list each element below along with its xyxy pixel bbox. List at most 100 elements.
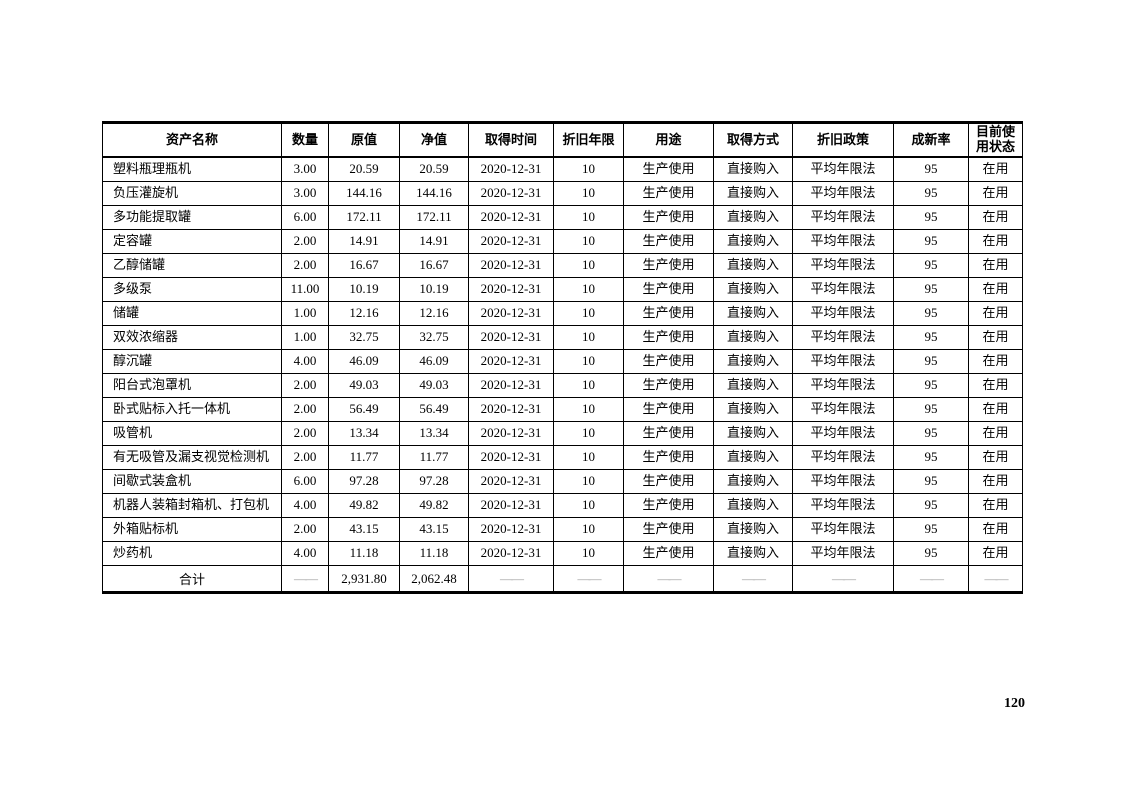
asset-name-cell: 有无吸管及漏支视觉检测机 xyxy=(102,445,282,470)
original-value-cell: 172.11 xyxy=(328,205,400,230)
quantity-cell: 4.00 xyxy=(281,541,329,566)
net-value-cell: 49.82 xyxy=(399,493,469,518)
column-header: 净值 xyxy=(399,122,469,158)
usage-cell: 生产使用 xyxy=(623,229,714,254)
newness-rate-cell: 95 xyxy=(893,421,969,446)
usage-cell: 生产使用 xyxy=(623,301,714,326)
table-row: 卧式贴标入托一体机 2.00 56.49 56.49 2020-12-31 10… xyxy=(102,397,1023,422)
depreciation-policy-cell: 平均年限法 xyxy=(792,493,894,518)
asset-name-cell: 吸管机 xyxy=(102,421,282,446)
depreciation-life-cell: 10 xyxy=(553,156,624,182)
asset-name-cell: 储罐 xyxy=(102,301,282,326)
quantity-cell: 4.00 xyxy=(281,493,329,518)
depreciation-policy-cell: 平均年限法 xyxy=(792,301,894,326)
column-header: 成新率 xyxy=(893,122,969,158)
table-row: 储罐 1.00 12.16 12.16 2020-12-31 10 生产使用 直… xyxy=(102,301,1023,326)
newness-rate-cell: 95 xyxy=(893,349,969,374)
newness-rate-cell: 95 xyxy=(893,156,969,182)
depreciation-life-cell: 10 xyxy=(553,517,624,542)
depreciation-policy-cell: 平均年限法 xyxy=(792,253,894,278)
net-value-cell: 16.67 xyxy=(399,253,469,278)
current-status-cell: 在用 xyxy=(968,181,1023,206)
current-status-cell: 在用 xyxy=(968,325,1023,350)
usage-cell: 生产使用 xyxy=(623,397,714,422)
original-value-cell: 144.16 xyxy=(328,181,400,206)
current-status-cell: 在用 xyxy=(968,156,1023,182)
depreciation-life-cell: 10 xyxy=(553,445,624,470)
acquisition-date-cell: 2020-12-31 xyxy=(468,493,554,518)
acquisition-date-cell: 2020-12-31 xyxy=(468,253,554,278)
depreciation-life-cell: 10 xyxy=(553,301,624,326)
quantity-cell: 2.00 xyxy=(281,445,329,470)
table-row: 乙醇储罐 2.00 16.67 16.67 2020-12-31 10 生产使用… xyxy=(102,253,1023,278)
asset-name-cell: 外箱贴标机 xyxy=(102,517,282,542)
table-row: 阳台式泡罩机 2.00 49.03 49.03 2020-12-31 10 生产… xyxy=(102,373,1023,398)
original-value-cell: 13.34 xyxy=(328,421,400,446)
depreciation-policy-cell: 平均年限法 xyxy=(792,517,894,542)
table-row: 双效浓缩器 1.00 32.75 32.75 2020-12-31 10 生产使… xyxy=(102,325,1023,350)
quantity-cell: 3.00 xyxy=(281,181,329,206)
depreciation-life-cell: 10 xyxy=(553,493,624,518)
depreciation-life-cell: 10 xyxy=(553,253,624,278)
usage-cell: 生产使用 xyxy=(623,469,714,494)
original-value-cell: 14.91 xyxy=(328,229,400,254)
net-value-cell: 49.03 xyxy=(399,373,469,398)
depreciation-policy-cell: 平均年限法 xyxy=(792,205,894,230)
acquisition-date-cell: 2020-12-31 xyxy=(468,541,554,566)
original-value-cell: 49.82 xyxy=(328,493,400,518)
asset-name-cell: 卧式贴标入托一体机 xyxy=(102,397,282,422)
original-value-cell: 32.75 xyxy=(328,325,400,350)
acquisition-method-cell: 直接购入 xyxy=(713,373,793,398)
usage-cell: 生产使用 xyxy=(623,445,714,470)
acquisition-date-cell: 2020-12-31 xyxy=(468,397,554,422)
usage-cell: 生产使用 xyxy=(623,421,714,446)
depreciation-policy-cell: 平均年限法 xyxy=(792,181,894,206)
current-status-cell: 在用 xyxy=(968,469,1023,494)
acquisition-date-cell: 2020-12-31 xyxy=(468,277,554,302)
quantity-cell: 3.00 xyxy=(281,156,329,182)
acquisition-date-cell: 2020-12-31 xyxy=(468,229,554,254)
total-life-cell: —— xyxy=(553,565,624,593)
asset-name-cell: 机器人装箱封箱机、打包机 xyxy=(102,493,282,518)
depreciation-life-cell: 10 xyxy=(553,397,624,422)
current-status-cell: 在用 xyxy=(968,493,1023,518)
asset-name-cell: 间歇式装盒机 xyxy=(102,469,282,494)
net-value-cell: 56.49 xyxy=(399,397,469,422)
quantity-cell: 11.00 xyxy=(281,277,329,302)
table-row: 塑料瓶理瓶机 3.00 20.59 20.59 2020-12-31 10 生产… xyxy=(102,156,1023,182)
quantity-cell: 6.00 xyxy=(281,205,329,230)
depreciation-policy-cell: 平均年限法 xyxy=(792,325,894,350)
total-label-cell: 合计 xyxy=(102,565,282,593)
column-header: 取得时间 xyxy=(468,122,554,158)
acquisition-method-cell: 直接购入 xyxy=(713,229,793,254)
usage-cell: 生产使用 xyxy=(623,349,714,374)
depreciation-life-cell: 10 xyxy=(553,541,624,566)
newness-rate-cell: 95 xyxy=(893,517,969,542)
page-number: 120 xyxy=(1004,696,1025,711)
acquisition-method-cell: 直接购入 xyxy=(713,205,793,230)
asset-name-cell: 多功能提取罐 xyxy=(102,205,282,230)
total-rate-cell: —— xyxy=(893,565,969,593)
acquisition-date-cell: 2020-12-31 xyxy=(468,421,554,446)
usage-cell: 生产使用 xyxy=(623,541,714,566)
quantity-cell: 2.00 xyxy=(281,421,329,446)
quantity-cell: 1.00 xyxy=(281,301,329,326)
original-value-cell: 46.09 xyxy=(328,349,400,374)
depreciation-policy-cell: 平均年限法 xyxy=(792,445,894,470)
asset-name-cell: 乙醇储罐 xyxy=(102,253,282,278)
acquisition-method-cell: 直接购入 xyxy=(713,445,793,470)
current-status-cell: 在用 xyxy=(968,373,1023,398)
acquisition-date-cell: 2020-12-31 xyxy=(468,181,554,206)
newness-rate-cell: 95 xyxy=(893,493,969,518)
current-status-cell: 在用 xyxy=(968,397,1023,422)
acquisition-method-cell: 直接购入 xyxy=(713,253,793,278)
net-value-cell: 144.16 xyxy=(399,181,469,206)
acquisition-method-cell: 直接购入 xyxy=(713,469,793,494)
newness-rate-cell: 95 xyxy=(893,541,969,566)
original-value-cell: 16.67 xyxy=(328,253,400,278)
table-row: 醇沉罐 4.00 46.09 46.09 2020-12-31 10 生产使用 … xyxy=(102,349,1023,374)
usage-cell: 生产使用 xyxy=(623,181,714,206)
acquisition-method-cell: 直接购入 xyxy=(713,181,793,206)
current-status-cell: 在用 xyxy=(968,301,1023,326)
newness-rate-cell: 95 xyxy=(893,181,969,206)
